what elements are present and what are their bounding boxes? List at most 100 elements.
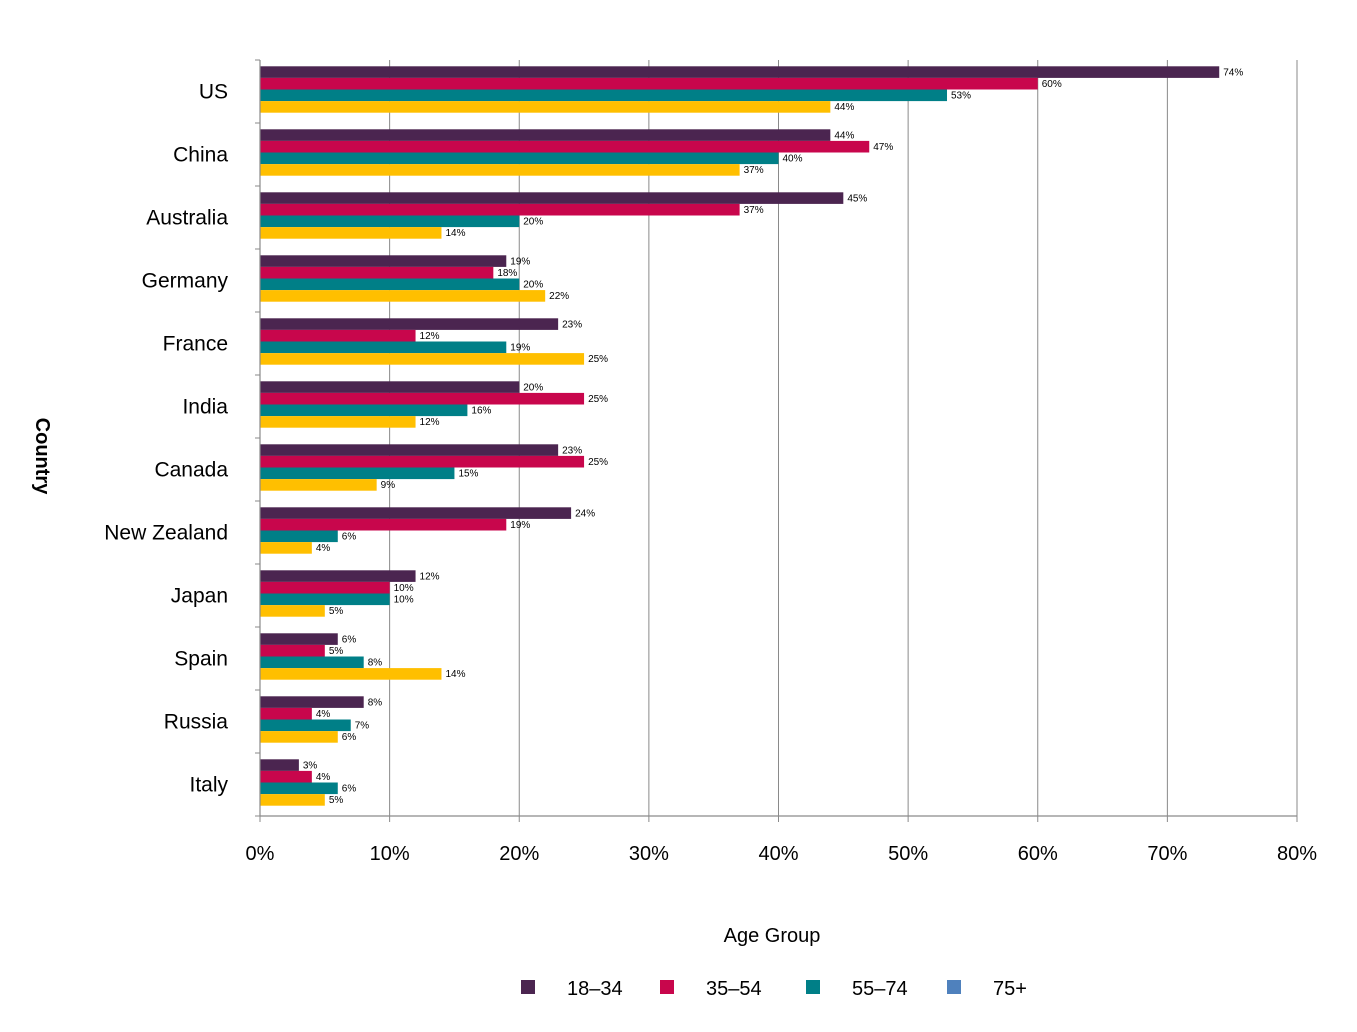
category-label: India <box>182 396 228 419</box>
category-label: France <box>163 333 228 356</box>
bar <box>260 129 831 141</box>
bar <box>260 329 416 342</box>
data-label: 23% <box>562 319 582 330</box>
bar <box>260 192 844 204</box>
legend-label: 35–54 <box>706 978 762 1000</box>
data-label: 10% <box>394 583 414 594</box>
y-axis-title: Country <box>31 418 53 496</box>
data-label: 8% <box>368 658 383 669</box>
bar <box>260 696 364 708</box>
legend-swatch <box>947 980 961 994</box>
data-label: 18% <box>497 268 517 279</box>
x-tick-label: 60% <box>1018 843 1058 865</box>
data-label: 20% <box>523 217 543 228</box>
bar <box>260 164 740 176</box>
bar <box>260 731 338 743</box>
bar <box>260 66 1220 78</box>
data-label: 44% <box>834 102 854 113</box>
bar <box>260 140 870 153</box>
data-label: 20% <box>523 280 543 291</box>
data-label: 5% <box>329 795 344 806</box>
bar <box>260 530 338 543</box>
bar <box>260 255 507 267</box>
bar <box>260 77 1038 90</box>
bar <box>260 215 520 228</box>
data-label: 6% <box>342 634 357 645</box>
legend-swatch <box>521 980 535 994</box>
data-label: 47% <box>873 142 893 153</box>
x-tick-label: 0% <box>246 843 275 865</box>
category-label: Russia <box>164 711 229 734</box>
x-tick-label: 80% <box>1277 843 1317 865</box>
category-label: US <box>199 81 228 104</box>
bar <box>260 479 377 491</box>
x-tick-label: 50% <box>888 843 928 865</box>
x-tick-label: 20% <box>499 843 539 865</box>
bar <box>260 656 364 669</box>
data-label: 44% <box>834 130 854 141</box>
bar <box>260 668 442 680</box>
bar <box>260 152 779 165</box>
data-label: 4% <box>316 709 331 720</box>
data-label: 53% <box>951 91 971 102</box>
bar <box>260 290 546 302</box>
bar <box>260 203 740 216</box>
bar <box>260 633 338 645</box>
bar <box>260 381 520 393</box>
bar <box>260 782 338 795</box>
data-label: 40% <box>783 154 803 165</box>
legend-swatch <box>660 980 674 994</box>
bar <box>260 570 416 582</box>
legend-label: 55–74 <box>852 978 908 1000</box>
data-label: 6% <box>342 784 357 795</box>
data-label: 4% <box>316 543 331 554</box>
bar <box>260 644 325 657</box>
data-label: 12% <box>420 571 440 582</box>
bar <box>260 593 390 606</box>
data-label: 6% <box>342 532 357 543</box>
data-label: 19% <box>510 343 530 354</box>
category-label: Spain <box>174 648 228 671</box>
data-label: 22% <box>549 291 569 302</box>
bar <box>260 770 312 783</box>
bar <box>260 444 559 456</box>
axes: 0% 10% 20% 30% 40% 50% 60% 70% 80% US China Austral… <box>104 59 1317 865</box>
category-label: Germany <box>142 270 229 293</box>
bar <box>260 707 312 720</box>
bar <box>260 581 390 594</box>
gridlines <box>389 60 1298 816</box>
data-label: 16% <box>471 406 491 417</box>
legend-label: 75+ <box>993 978 1027 1000</box>
bar <box>260 518 507 531</box>
data-label: 8% <box>368 697 383 708</box>
data-label: 15% <box>458 469 478 480</box>
data-label: 25% <box>588 354 608 365</box>
category-label: China <box>173 144 228 167</box>
bars <box>260 66 1220 806</box>
x-tick-label: 40% <box>758 843 798 865</box>
bar <box>260 353 585 365</box>
legend: 18–34 35–54 55–74 75+ <box>521 978 1027 1000</box>
data-labels: 74%60%53%44%44%47%40%37%45%37%20%14%19%1… <box>303 67 1243 806</box>
legend-swatch <box>806 980 820 994</box>
data-label: 10% <box>394 595 414 606</box>
bar <box>260 89 948 102</box>
bar <box>260 416 416 428</box>
data-label: 37% <box>744 165 764 176</box>
bar <box>260 227 442 239</box>
bar <box>260 605 325 617</box>
data-label: 12% <box>420 331 440 342</box>
bar <box>260 318 559 330</box>
data-label: 25% <box>588 457 608 468</box>
bar <box>260 101 831 113</box>
x-tick-label: 30% <box>629 843 669 865</box>
bar <box>260 759 299 771</box>
data-label: 60% <box>1042 79 1062 90</box>
bar <box>260 341 507 354</box>
data-label: 12% <box>420 417 440 428</box>
data-label: 24% <box>575 508 595 519</box>
data-label: 19% <box>510 256 530 267</box>
x-tick-label: 70% <box>1147 843 1187 865</box>
data-label: 14% <box>445 228 465 239</box>
